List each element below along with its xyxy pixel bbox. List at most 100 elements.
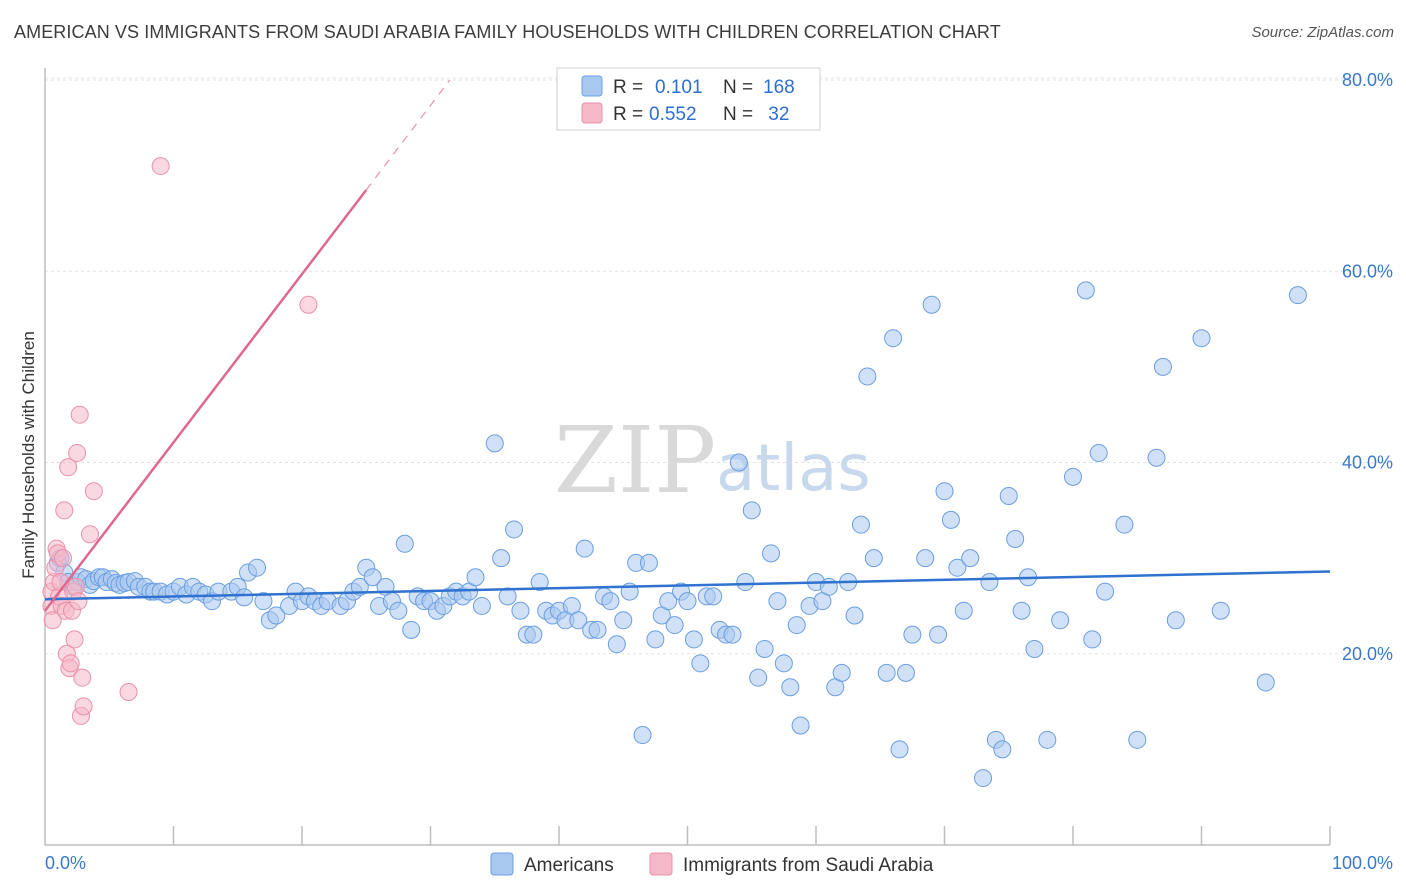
bottom-legend-label-americans: Americans xyxy=(524,855,614,876)
american-point xyxy=(492,549,511,568)
american-point xyxy=(941,510,960,529)
american-point xyxy=(1166,611,1185,630)
american-point xyxy=(267,606,286,625)
saudi-point xyxy=(53,549,72,568)
saudi-point xyxy=(70,405,89,424)
saudi-point xyxy=(61,654,80,673)
saudi-point xyxy=(43,611,62,630)
american-point xyxy=(845,606,864,625)
saudi-point xyxy=(65,630,84,649)
american-point xyxy=(1025,639,1044,658)
american-point xyxy=(389,601,408,620)
american-point xyxy=(864,549,883,568)
americans-trend-line xyxy=(44,570,1331,601)
american-point xyxy=(890,740,909,759)
american-point xyxy=(768,592,787,611)
legend-swatch-americans xyxy=(581,75,603,97)
american-point xyxy=(993,740,1012,759)
saudi-point xyxy=(69,592,88,611)
american-point xyxy=(884,329,903,348)
legend-r-value-americans: 0.101 xyxy=(655,77,703,98)
american-point xyxy=(633,726,652,745)
bottom-legend-swatch-americans xyxy=(490,852,514,876)
saudi-point xyxy=(151,157,170,176)
american-point xyxy=(248,558,267,577)
bottom-legend-swatch-saudi xyxy=(649,852,673,876)
american-point xyxy=(1064,467,1082,486)
american-point xyxy=(903,625,922,644)
american-point xyxy=(575,539,594,558)
american-point xyxy=(704,587,723,606)
saudi-points xyxy=(42,157,318,725)
legend-n-label-americans: N = xyxy=(723,77,753,98)
y-tick-label: 60.0% xyxy=(1342,261,1393,281)
american-point xyxy=(678,592,697,611)
american-point xyxy=(1051,611,1070,630)
legend-box: R = 0.101 N = 168 R = 0.552 N = 32 xyxy=(556,67,821,131)
american-point xyxy=(485,434,504,453)
american-point xyxy=(1096,582,1115,601)
saudi-point xyxy=(68,443,87,462)
y-axis-label: Family Households with Children xyxy=(19,331,38,579)
american-point xyxy=(948,558,967,577)
saudi-point xyxy=(55,501,74,520)
american-point xyxy=(684,630,703,649)
american-point xyxy=(1147,448,1166,467)
legend-n-value-americans: 168 xyxy=(763,77,795,98)
american-point xyxy=(1076,281,1095,300)
american-point xyxy=(402,620,421,639)
y-tick-labels: 20.0% 40.0% 60.0% 80.0% xyxy=(1342,70,1393,664)
american-point xyxy=(1038,730,1057,749)
legend-n-value-saudi: 32 xyxy=(763,104,789,125)
saudi-point xyxy=(80,525,99,544)
american-point xyxy=(363,568,382,587)
y-tick-label: 80.0% xyxy=(1342,70,1393,90)
american-point xyxy=(1153,357,1172,376)
american-point xyxy=(254,592,273,611)
saudi-trend-line xyxy=(44,189,368,612)
american-point xyxy=(639,553,658,572)
american-point xyxy=(601,592,620,611)
american-point xyxy=(1256,673,1275,692)
american-point xyxy=(819,577,838,596)
bottom-legend-label-saudi: Immigrants from Saudi Arabia xyxy=(683,855,934,876)
american-point xyxy=(498,587,517,606)
y-tick-label: 40.0% xyxy=(1342,453,1393,473)
american-point xyxy=(791,716,810,735)
american-point xyxy=(999,486,1018,505)
american-point xyxy=(530,573,549,592)
american-point xyxy=(614,611,633,630)
american-point xyxy=(665,616,684,635)
american-point xyxy=(922,295,941,314)
american-point xyxy=(1006,530,1025,548)
american-point xyxy=(755,639,774,658)
trend-lines xyxy=(44,79,1331,612)
american-point xyxy=(466,568,485,587)
american-point xyxy=(935,482,954,501)
american-point xyxy=(729,453,748,472)
legend-r-value-saudi: 0.552 xyxy=(649,104,697,125)
american-point xyxy=(395,534,414,553)
x-axis-ticks xyxy=(172,826,1331,845)
legend-n-label-saudi: N = xyxy=(723,104,753,125)
american-point xyxy=(929,625,948,644)
american-point xyxy=(736,573,755,592)
american-point xyxy=(511,601,530,620)
american-point xyxy=(916,549,935,568)
american-point xyxy=(1288,286,1307,305)
american-point xyxy=(524,625,543,644)
american-point xyxy=(980,573,999,592)
american-point xyxy=(350,577,369,596)
source-credit: Source: ZipAtlas.com xyxy=(1251,24,1394,41)
american-point xyxy=(505,520,524,539)
american-point xyxy=(954,601,973,620)
saudi-trend-extension xyxy=(365,79,451,191)
american-point xyxy=(1192,329,1211,348)
saudi-point xyxy=(74,697,93,716)
watermark-zip: ZIP xyxy=(554,407,716,514)
american-point xyxy=(472,596,491,615)
american-point xyxy=(1128,730,1147,749)
american-point xyxy=(1012,601,1031,620)
american-point xyxy=(607,635,626,654)
